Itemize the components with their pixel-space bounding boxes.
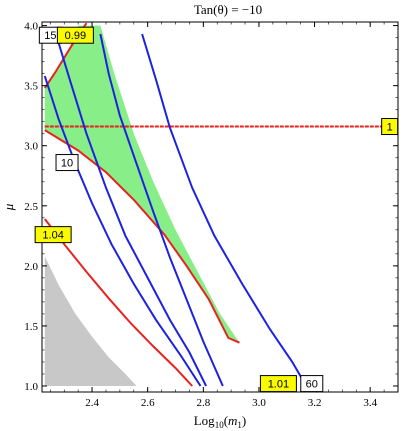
y-axis: 1.0 1.5 2.0 2.5 3.0 3.5 4.0 xyxy=(24,21,398,393)
chart-series xyxy=(43,22,393,387)
contour-label: 15 xyxy=(44,30,56,42)
green-region xyxy=(44,25,240,343)
y-tick-label: 2.0 xyxy=(24,261,38,273)
y-tick-label: 1.0 xyxy=(24,381,38,393)
contour-label-box xyxy=(300,375,324,393)
contour-label-box xyxy=(55,154,79,172)
contour-label-box xyxy=(34,226,72,244)
y-tick-label: 3.0 xyxy=(24,141,38,153)
x-tick-label: 3.0 xyxy=(252,397,266,409)
chart-annotations: 15 0.99 10 1.04 1 1.01 60 xyxy=(34,26,399,393)
red-contour-line xyxy=(44,218,193,387)
contour-label-box xyxy=(259,375,297,393)
x-tick-label: 3.2 xyxy=(308,397,322,409)
x-axis-title-sub1: 1 xyxy=(237,420,242,430)
blue-contour-line xyxy=(54,33,207,387)
y-tick-label: 2.5 xyxy=(24,201,38,213)
contour-label-box xyxy=(56,26,94,44)
red-contour-line xyxy=(44,129,240,344)
y-tick-label: 4.0 xyxy=(24,21,38,33)
x-axis-title-log: Log xyxy=(194,413,215,428)
x-axis-title-sub10: 10 xyxy=(215,420,225,430)
plot-frame xyxy=(41,21,399,393)
y-tick-label: 1.5 xyxy=(24,321,38,333)
y-tick-label: 3.5 xyxy=(24,81,38,93)
chart-title: Tan(θ) = −10 xyxy=(194,2,262,17)
contour-label-box xyxy=(381,118,399,136)
blue-contour-line xyxy=(43,75,202,387)
x-axis-title-paren: ( xyxy=(224,413,228,428)
x-axis: 2.4 2.6 2.8 3.0 3.2 3.4 xyxy=(50,22,399,409)
contour-label: 10 xyxy=(61,158,73,170)
contour-label: 1 xyxy=(387,122,393,134)
contour-label: 0.99 xyxy=(65,30,86,42)
x-tick-label: 2.4 xyxy=(85,397,99,409)
x-tick-label: 2.8 xyxy=(196,397,210,409)
contour-label: 60 xyxy=(306,379,318,391)
contour-label: 1.04 xyxy=(42,230,63,242)
contour-label: 1.01 xyxy=(268,379,289,391)
chart-regions xyxy=(44,25,240,386)
blue-contour-line xyxy=(99,33,224,387)
y-axis-title: μ xyxy=(1,203,16,211)
x-tick-label: 3.4 xyxy=(363,397,377,409)
x-axis-title-m: m xyxy=(228,413,237,428)
gray-region xyxy=(44,256,137,386)
x-axis-title-close: ) xyxy=(242,413,246,428)
blue-contour-line xyxy=(141,33,308,387)
x-axis-title: Log10(m1) xyxy=(194,413,247,430)
x-tick-label: 2.6 xyxy=(141,397,155,409)
